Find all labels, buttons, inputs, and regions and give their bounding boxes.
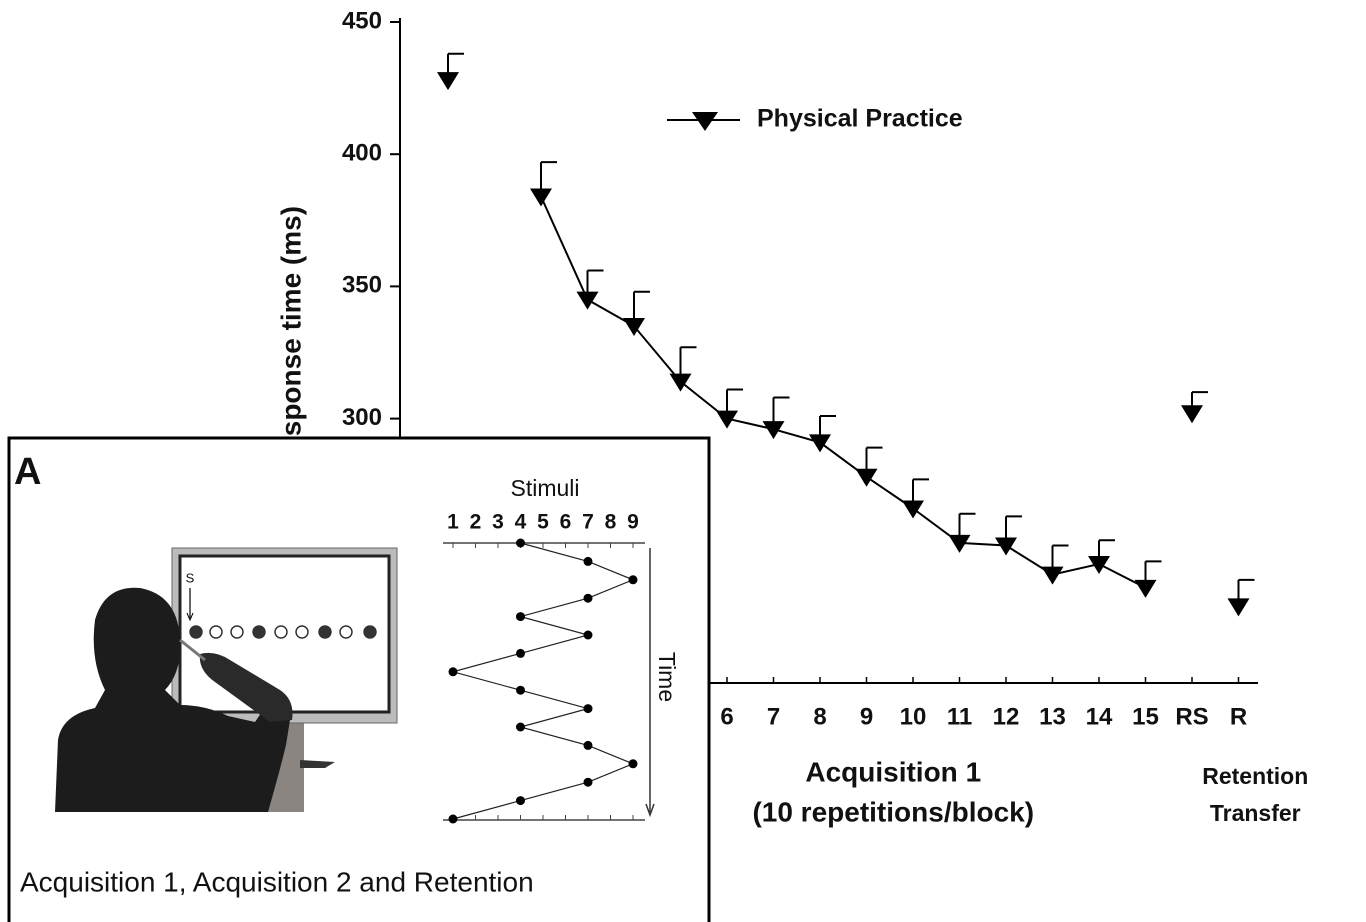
data-marker bbox=[1042, 567, 1064, 585]
stimulus-dot bbox=[253, 626, 265, 638]
legend-marker bbox=[692, 112, 718, 131]
sequence-point bbox=[584, 704, 593, 713]
sequence-point bbox=[449, 815, 458, 824]
y-tick-label: 300 bbox=[342, 404, 382, 431]
data-marker bbox=[995, 538, 1017, 556]
inset-panel: A Stimuli Time S Acquisition 1, Acquisit… bbox=[9, 438, 709, 922]
x-tick-label: 10 bbox=[900, 703, 927, 730]
sequence-point bbox=[584, 631, 593, 640]
y-axis-label: Response time (ms) bbox=[275, 206, 306, 472]
sequence-point bbox=[516, 796, 525, 805]
stimulus-number: 1 bbox=[447, 511, 459, 534]
data-marker bbox=[437, 72, 459, 90]
x-tick-label: 7 bbox=[767, 703, 780, 730]
page: Response time (ms) 300350400450678910111… bbox=[0, 0, 1366, 922]
panel-letter: A bbox=[14, 451, 41, 493]
legend-label: Physical Practice bbox=[757, 105, 963, 133]
data-marker bbox=[902, 500, 924, 518]
stimulus-dot bbox=[296, 626, 308, 638]
caption: Acquisition 1, Acquisition 2 and Retenti… bbox=[20, 866, 534, 897]
y-tick-label: 450 bbox=[342, 7, 382, 34]
sequence-point bbox=[449, 667, 458, 676]
x-tick-label: 11 bbox=[947, 703, 972, 730]
stimulus-dot bbox=[340, 626, 352, 638]
data-marker bbox=[530, 189, 552, 207]
data-marker bbox=[763, 421, 785, 439]
x-tick-label: R bbox=[1230, 703, 1247, 730]
sequence-point bbox=[629, 575, 638, 584]
x-tick-label: 15 bbox=[1132, 703, 1159, 730]
sequence-point bbox=[584, 557, 593, 566]
sequence-point bbox=[584, 594, 593, 603]
data-marker bbox=[623, 318, 645, 336]
sequence-point bbox=[516, 649, 525, 658]
stimulus-number: 8 bbox=[605, 511, 617, 534]
sequence-point bbox=[629, 759, 638, 768]
y-tick-label: 400 bbox=[342, 140, 382, 167]
x-tick-label: RS bbox=[1175, 703, 1208, 730]
stimulus-number: 2 bbox=[470, 511, 482, 534]
stimulus-number: 9 bbox=[627, 511, 639, 534]
stimulus-number: 5 bbox=[537, 511, 549, 534]
sequence-point bbox=[516, 612, 525, 621]
x-tick-label: 14 bbox=[1086, 703, 1113, 730]
data-marker bbox=[577, 292, 599, 310]
data-marker bbox=[809, 434, 831, 452]
time-label: Time bbox=[654, 652, 680, 702]
stimulus-dot bbox=[210, 626, 222, 638]
start-marker: S bbox=[186, 570, 195, 585]
x-group-label: (10 repetitions/block) bbox=[752, 796, 1034, 827]
stimuli-title: Stimuli bbox=[510, 475, 579, 501]
stimulus-row bbox=[190, 626, 376, 638]
sequence-point bbox=[584, 741, 593, 750]
stimulus-number: 6 bbox=[560, 511, 572, 534]
stimulus-number: 7 bbox=[582, 511, 594, 534]
data-marker bbox=[1181, 405, 1203, 423]
stimulus-dot bbox=[275, 626, 287, 638]
x-tick-label: 9 bbox=[860, 703, 873, 730]
stimulus-number: 4 bbox=[515, 511, 527, 534]
sequence-point bbox=[516, 539, 525, 548]
figure: Response time (ms) 300350400450678910111… bbox=[0, 0, 1366, 922]
sequence-point bbox=[516, 686, 525, 695]
x-group-label: Retention bbox=[1202, 763, 1308, 789]
x-tick-label: 8 bbox=[813, 703, 826, 730]
data-marker bbox=[1135, 580, 1157, 598]
x-tick-label: 12 bbox=[993, 703, 1020, 730]
x-group-label: Acquisition 1 bbox=[805, 756, 981, 787]
y-tick-label: 350 bbox=[342, 272, 382, 299]
stimulus-dot bbox=[231, 626, 243, 638]
x-group-label: Transfer bbox=[1210, 800, 1301, 826]
stimulus-dot bbox=[364, 626, 376, 638]
data-marker bbox=[1228, 598, 1250, 616]
sequence-point bbox=[516, 723, 525, 732]
sequence-point bbox=[584, 778, 593, 787]
stimulus-dot bbox=[319, 626, 331, 638]
stimulus-number: 3 bbox=[492, 511, 504, 534]
data-marker bbox=[856, 469, 878, 487]
x-tick-label: 13 bbox=[1039, 703, 1066, 730]
stimulus-dot bbox=[190, 626, 202, 638]
x-tick-label: 6 bbox=[720, 703, 733, 730]
